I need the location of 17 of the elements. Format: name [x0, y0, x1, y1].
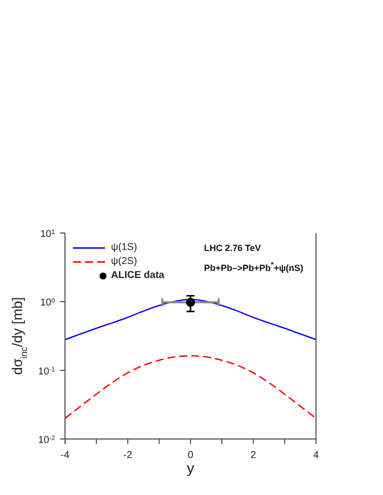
- legend-label: ψ(2S): [111, 255, 138, 269]
- annotation: Pb+Pb–>Pb+Pb$^{*}$+ψ(nS): [204, 260, 304, 273]
- x-tick-label: -2: [123, 450, 133, 461]
- y-tick-label: 10$^{-1}$: [38, 366, 56, 378]
- x-tick-label: -4: [60, 450, 70, 461]
- legend-label: ψ(1S): [111, 241, 138, 255]
- x-tick-label: 0: [188, 450, 194, 461]
- annotation: LHC 2.76 TeV: [204, 243, 261, 253]
- y-tick-label: 10$^{1}$: [40, 228, 56, 240]
- line-series: [65, 355, 316, 419]
- x-tick-label: 4: [313, 450, 320, 461]
- line-series: [65, 298, 316, 340]
- legend-label: ALICE data: [111, 269, 164, 283]
- y-tick-label: 10$^{-2}$: [38, 434, 56, 446]
- y-tick-label: 10$^{0}$: [40, 297, 56, 309]
- x-tick-label: 2: [250, 450, 256, 461]
- x-axis-title: y: [186, 460, 195, 477]
